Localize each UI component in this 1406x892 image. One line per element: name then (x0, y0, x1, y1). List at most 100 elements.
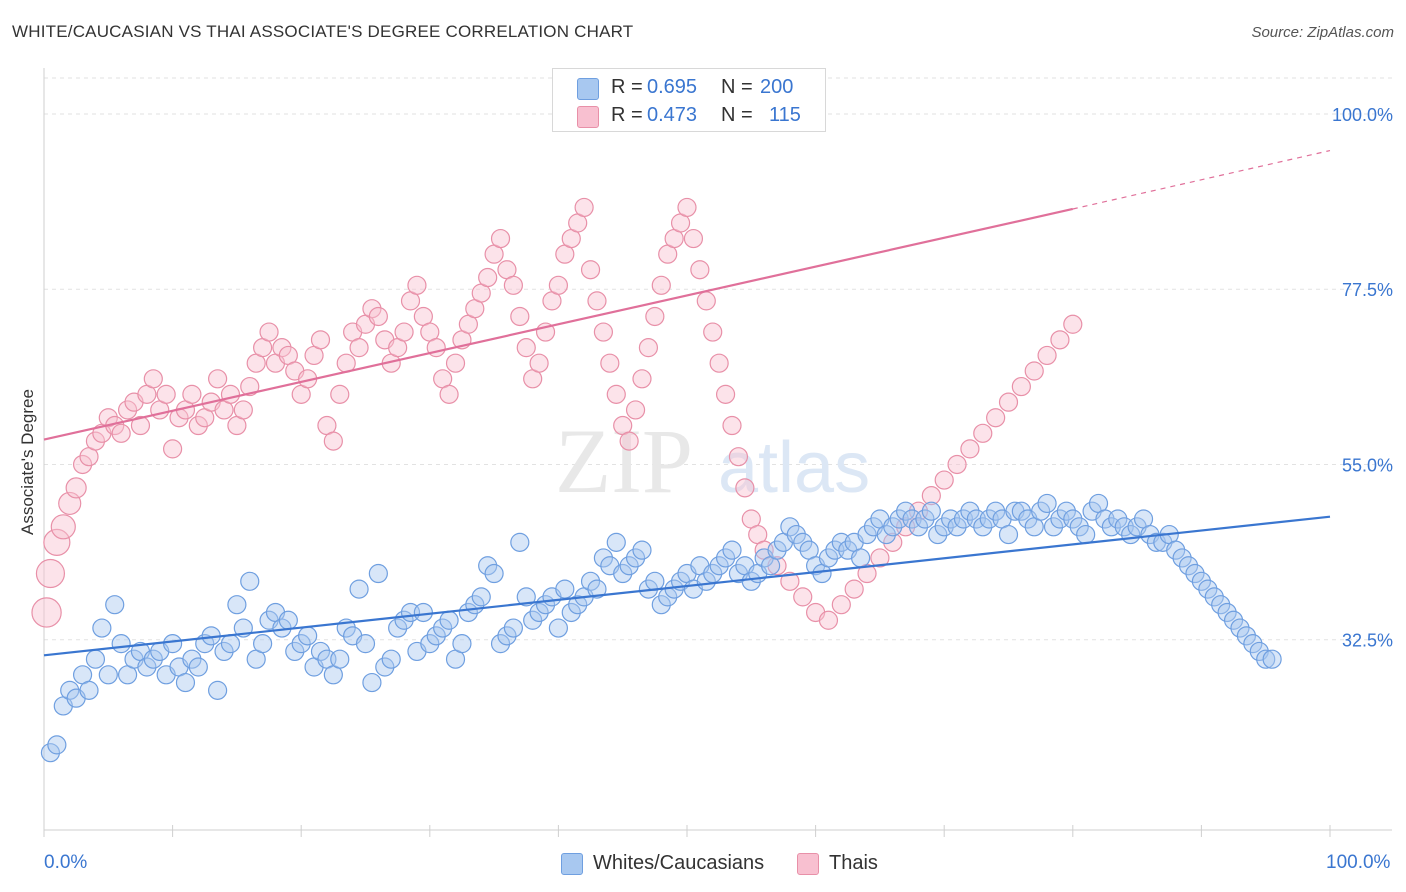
data-point (831, 595, 851, 615)
data-point (47, 735, 67, 755)
data-point (1076, 524, 1096, 545)
data-point (857, 524, 877, 545)
legend-n-value-whites: 200 (760, 76, 794, 98)
data-point (928, 524, 948, 545)
data-point (92, 618, 112, 638)
data-point (394, 322, 414, 342)
data-point (253, 634, 273, 654)
data-point (523, 610, 543, 630)
data-point (1230, 618, 1250, 638)
series-thais (31, 197, 1083, 630)
y-tick-label: 32.5% (1342, 631, 1393, 651)
legend-label-thais: Thais (829, 852, 878, 874)
data-point (1243, 634, 1263, 654)
data-point (587, 291, 607, 311)
data-point (188, 657, 208, 677)
data-point (175, 672, 196, 693)
data-point (883, 532, 903, 552)
data-point (645, 571, 665, 591)
data-point (72, 454, 93, 475)
series-whites (40, 493, 1282, 763)
data-point (1037, 493, 1057, 514)
data-point (368, 563, 388, 584)
data-point (1262, 649, 1282, 669)
data-point (876, 524, 896, 545)
legend-swatch-whites (577, 78, 599, 100)
data-point (182, 649, 202, 669)
data-point (709, 556, 729, 576)
data-point (330, 384, 350, 404)
data-point (478, 556, 498, 576)
data-point (50, 514, 76, 540)
data-point (362, 299, 382, 319)
data-point (896, 501, 916, 521)
data-point (960, 501, 980, 521)
data-point (960, 439, 980, 459)
data-point (638, 338, 659, 358)
data-point (1011, 501, 1031, 521)
data-point (355, 634, 376, 654)
data-point (921, 501, 941, 521)
data-point (420, 634, 440, 654)
data-point (1172, 548, 1192, 568)
data-point (780, 571, 800, 591)
data-point (85, 431, 106, 451)
data-point (715, 384, 736, 404)
data-point (1198, 579, 1218, 599)
data-point (1178, 556, 1199, 576)
data-point (934, 470, 954, 490)
legend-r-value-whites: 0.695 (647, 76, 698, 98)
data-point (1031, 501, 1051, 521)
legend-n-label: N = (721, 104, 753, 126)
y-tick-label: 77.5% (1342, 280, 1393, 300)
data-point (516, 587, 536, 607)
data-point (600, 353, 620, 373)
data-point (516, 338, 536, 358)
data-point (105, 595, 125, 615)
source-label: Source: ZipAtlas.com (1251, 24, 1394, 41)
data-point (349, 338, 369, 358)
data-point (947, 454, 967, 475)
data-point (85, 649, 106, 669)
data-point (362, 672, 382, 693)
data-point (696, 571, 716, 591)
data-point (947, 517, 967, 537)
data-point (310, 641, 331, 662)
data-point (98, 665, 118, 685)
data-point (651, 595, 671, 615)
data-point (574, 197, 594, 218)
legend-n-value-thais: 115 (769, 104, 801, 126)
data-point (883, 517, 903, 537)
data-point (503, 275, 523, 295)
data-point (844, 579, 864, 599)
data-point (323, 431, 343, 451)
data-point (1024, 361, 1044, 381)
data-point (915, 509, 935, 529)
data-point (233, 400, 253, 420)
data-point (986, 408, 1006, 428)
data-point (529, 353, 549, 373)
data-point (497, 626, 517, 646)
axis-layer (43, 68, 1392, 837)
data-point (291, 634, 311, 654)
data-point (793, 532, 813, 552)
data-point (1063, 314, 1083, 334)
data-point (1050, 330, 1070, 350)
data-point (478, 267, 498, 288)
legend-row-thais: R = 0.473 N = 115 (553, 102, 825, 130)
data-point (381, 649, 401, 669)
data-point (625, 400, 646, 420)
data-point (490, 228, 511, 249)
data-point (240, 376, 260, 397)
data-point (683, 228, 704, 249)
data-point (452, 634, 472, 654)
chart-title: WHITE/CAUCASIAN VS THAI ASSOCIATE'S DEGR… (12, 22, 634, 41)
data-point (35, 558, 66, 589)
data-point (375, 657, 395, 677)
legend-r-value-thais: 0.473 (647, 104, 698, 126)
data-point (1043, 517, 1064, 537)
legend-n-label: N = (721, 76, 753, 98)
data-point (40, 743, 61, 763)
data-point (1056, 501, 1076, 521)
